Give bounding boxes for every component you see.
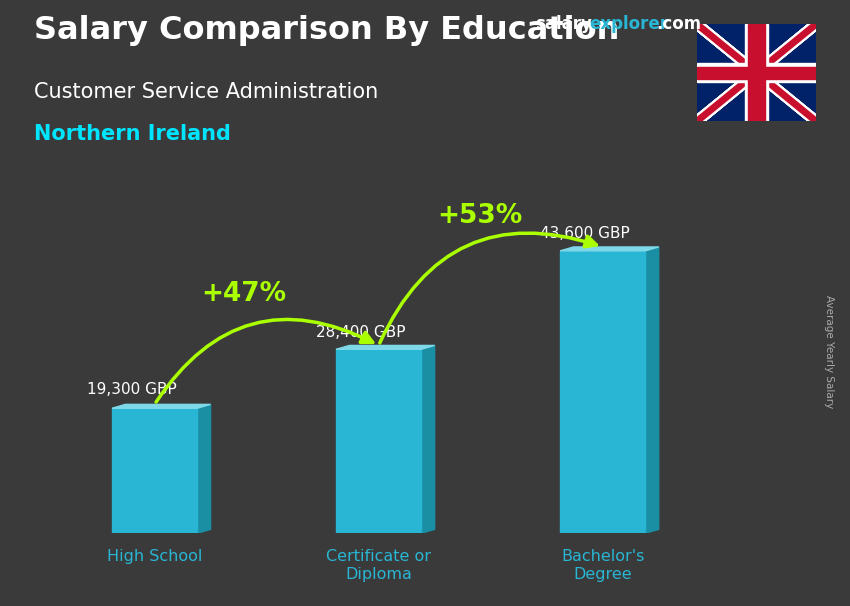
Text: explorer: explorer <box>589 15 668 33</box>
Polygon shape <box>336 345 434 349</box>
Text: .com: .com <box>656 15 701 33</box>
Text: Bachelor's
Degree: Bachelor's Degree <box>561 550 644 582</box>
Polygon shape <box>645 247 659 533</box>
Bar <box>745 24 768 121</box>
Text: Northern Ireland: Northern Ireland <box>34 124 231 144</box>
Bar <box>336 349 422 533</box>
Text: 43,600 GBP: 43,600 GBP <box>540 226 630 241</box>
Text: +47%: +47% <box>201 281 286 307</box>
Bar <box>560 251 645 533</box>
Polygon shape <box>112 404 211 408</box>
Text: salary: salary <box>536 15 592 33</box>
Text: Customer Service Administration: Customer Service Administration <box>34 82 378 102</box>
Bar <box>748 24 765 121</box>
Polygon shape <box>422 345 434 533</box>
Polygon shape <box>560 247 659 251</box>
Text: Average Yearly Salary: Average Yearly Salary <box>824 295 834 408</box>
Text: 28,400 GBP: 28,400 GBP <box>316 325 405 339</box>
Text: High School: High School <box>107 550 202 564</box>
Bar <box>112 408 197 533</box>
Bar <box>697 63 816 82</box>
Text: Salary Comparison By Education: Salary Comparison By Education <box>34 15 620 46</box>
Text: Certificate or
Diploma: Certificate or Diploma <box>326 550 431 582</box>
Text: +53%: +53% <box>437 203 522 229</box>
Text: 19,300 GBP: 19,300 GBP <box>88 382 177 396</box>
Polygon shape <box>197 404 211 533</box>
Bar <box>697 67 816 79</box>
